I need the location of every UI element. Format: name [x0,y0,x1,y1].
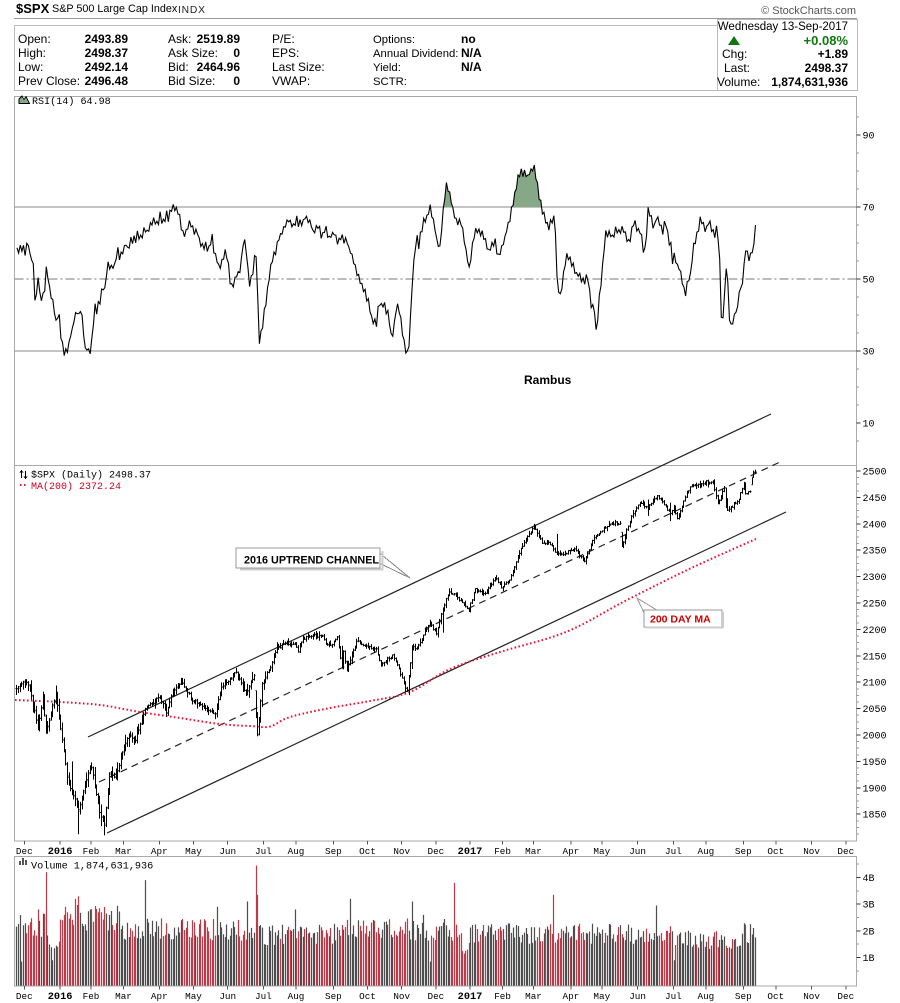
svg-text:Nov: Nov [393,991,410,1002]
svg-text:Oct: Oct [359,846,376,857]
svg-text:30: 30 [863,348,875,359]
svg-text:Jul: Jul [255,991,272,1002]
svg-text:May: May [593,991,610,1002]
svg-text:Feb: Feb [494,991,511,1002]
svg-text:Sep: Sep [325,991,342,1002]
svg-text:2016 UPTREND CHANNEL: 2016 UPTREND CHANNEL [244,555,379,567]
svg-text:Rambus: Rambus [524,373,572,387]
svg-text:Dec: Dec [837,846,854,857]
svg-text:2300: 2300 [863,573,887,584]
svg-text:Mar: Mar [115,846,132,857]
svg-text:Jun: Jun [219,846,236,857]
svg-text:Oct: Oct [359,991,376,1002]
svg-text:Dec: Dec [16,991,33,1002]
svg-text:2B: 2B [863,927,875,938]
svg-text:2500: 2500 [863,468,887,479]
svg-text:1B: 1B [863,954,875,965]
svg-text:1850: 1850 [863,811,887,822]
svg-text:Nov: Nov [803,846,820,857]
svg-text:2350: 2350 [863,547,887,558]
svg-text:Aug: Aug [288,846,305,857]
svg-text:1950: 1950 [863,758,887,769]
svg-text:Mar: Mar [525,991,542,1002]
svg-text:2050: 2050 [863,705,887,716]
svg-text:70: 70 [863,204,875,215]
svg-text:Jun: Jun [629,846,646,857]
svg-text:2100: 2100 [863,679,887,690]
svg-text:Jun: Jun [219,991,236,1002]
svg-text:May: May [185,846,202,857]
svg-text:2017: 2017 [458,991,483,1003]
svg-text:Sep: Sep [325,846,342,857]
svg-text:4B: 4B [863,874,875,885]
svg-text:2450: 2450 [863,494,887,505]
svg-text:Jul: Jul [665,846,682,857]
svg-text:Feb: Feb [83,991,100,1002]
svg-text:$SPX (Daily) 2498.37: $SPX (Daily) 2498.37 [31,470,151,482]
svg-text:Apr: Apr [151,846,168,857]
svg-text:Aug: Aug [288,991,305,1002]
svg-text:Jul: Jul [665,991,682,1002]
svg-text:10: 10 [863,420,875,431]
svg-text:Mar: Mar [525,846,542,857]
svg-text:1900: 1900 [863,784,887,795]
svg-text:2250: 2250 [863,600,887,611]
svg-text:Jul: Jul [255,846,272,857]
svg-text:Sep: Sep [735,846,752,857]
svg-text:2400: 2400 [863,520,887,531]
svg-text:May: May [593,846,610,857]
svg-text:Feb: Feb [494,846,511,857]
svg-text:2150: 2150 [863,652,887,663]
svg-text:Dec: Dec [837,991,854,1002]
svg-text:Mar: Mar [115,991,132,1002]
svg-text:Aug: Aug [698,846,715,857]
svg-text:Nov: Nov [803,991,820,1002]
svg-text:Jun: Jun [629,991,646,1002]
svg-text:Oct: Oct [767,991,784,1002]
svg-text:2016: 2016 [48,846,73,858]
svg-text:Dec: Dec [428,991,445,1002]
svg-text:Dec: Dec [16,846,33,857]
svg-text:200 DAY MA: 200 DAY MA [650,614,711,626]
svg-text:Nov: Nov [393,846,410,857]
svg-text:90: 90 [863,132,875,143]
svg-text:MA(200) 2372.24: MA(200) 2372.24 [31,481,121,493]
svg-text:Apr: Apr [563,846,580,857]
svg-text:2017: 2017 [458,846,483,858]
svg-text:May: May [185,991,202,1002]
svg-text:Apr: Apr [563,991,580,1002]
svg-text:3B: 3B [863,901,875,912]
svg-text:2000: 2000 [863,732,887,743]
svg-text:Apr: Apr [151,991,168,1002]
svg-text:50: 50 [863,276,875,287]
svg-text:Sep: Sep [735,991,752,1002]
svg-text:2016: 2016 [48,991,73,1003]
svg-text:Feb: Feb [83,846,100,857]
svg-text:2200: 2200 [863,626,887,637]
svg-text:Volume 1,874,631,936: Volume 1,874,631,936 [31,861,153,873]
svg-text:Oct: Oct [767,846,784,857]
svg-text:Dec: Dec [428,846,445,857]
svg-text:RSI(14) 64.98: RSI(14) 64.98 [32,96,111,108]
svg-text:Aug: Aug [698,991,715,1002]
